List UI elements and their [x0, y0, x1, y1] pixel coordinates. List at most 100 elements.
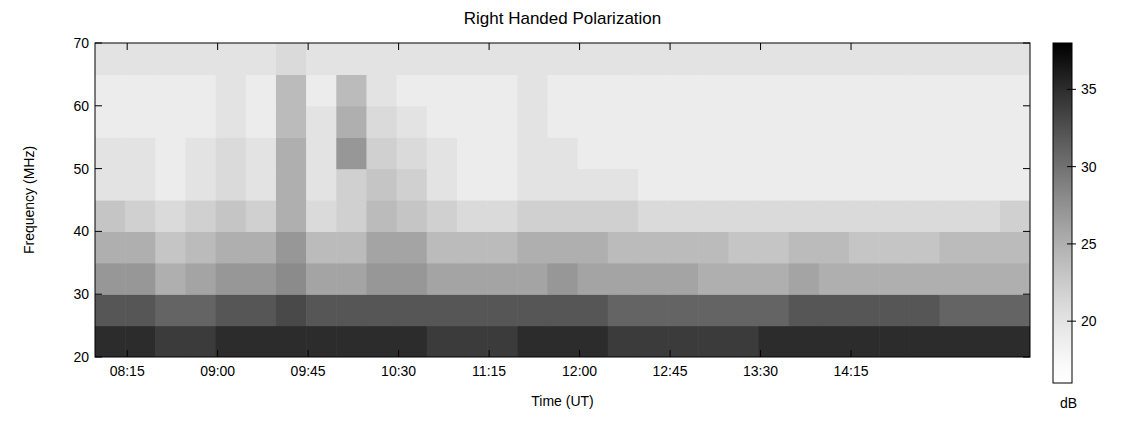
cell	[216, 74, 247, 106]
cell	[366, 74, 397, 106]
cell	[940, 231, 971, 263]
cell	[698, 231, 729, 263]
cell	[970, 294, 1001, 326]
cell	[306, 231, 337, 263]
cell	[940, 169, 971, 201]
cell	[517, 326, 548, 357]
cell	[125, 294, 156, 326]
cell	[427, 106, 458, 138]
cell	[819, 326, 850, 357]
cell	[517, 263, 548, 295]
cell	[185, 106, 216, 138]
cell	[849, 106, 880, 138]
cell	[216, 231, 247, 263]
cell	[608, 169, 639, 201]
cell	[517, 106, 548, 138]
x-tick	[670, 350, 671, 357]
cell	[789, 137, 820, 169]
color-bar-tick	[1067, 89, 1072, 90]
cell	[246, 231, 277, 263]
cell	[95, 137, 126, 169]
cell	[246, 106, 277, 138]
cell	[246, 294, 277, 326]
cell	[759, 326, 790, 357]
cell	[668, 326, 699, 357]
cell	[879, 231, 910, 263]
cell	[125, 43, 156, 75]
cell	[909, 106, 940, 138]
cell	[608, 263, 639, 295]
cell	[397, 137, 428, 169]
plot-frame	[95, 43, 1030, 357]
cell	[125, 326, 156, 357]
cell	[1000, 169, 1030, 201]
cell	[940, 263, 971, 295]
x-tick	[579, 43, 580, 50]
y-tick-label: 40	[73, 223, 89, 239]
cell	[155, 294, 186, 326]
cell	[276, 43, 307, 75]
cell	[155, 43, 186, 75]
cell	[125, 231, 156, 263]
cell	[789, 263, 820, 295]
cell	[366, 326, 397, 357]
x-tick	[308, 350, 309, 357]
cell	[397, 106, 428, 138]
cell	[95, 43, 126, 75]
cell	[216, 137, 247, 169]
cell	[940, 326, 971, 357]
cell	[427, 137, 458, 169]
cell	[306, 326, 337, 357]
y-tick-label: 30	[73, 286, 89, 302]
cell	[487, 231, 518, 263]
cell	[397, 326, 428, 357]
cell	[276, 294, 307, 326]
x-tick-label: 12:00	[562, 363, 597, 379]
cell	[397, 231, 428, 263]
x-tick	[398, 350, 399, 357]
cell	[306, 263, 337, 295]
x-tick	[579, 350, 580, 357]
cell	[759, 43, 790, 75]
cell	[306, 169, 337, 201]
cell	[698, 326, 729, 357]
y-tick-label: 20	[73, 349, 89, 365]
cell	[698, 294, 729, 326]
cell	[306, 106, 337, 138]
x-tick-label: 14:15	[834, 363, 869, 379]
cell	[940, 74, 971, 106]
y-tick	[95, 105, 102, 106]
cell	[397, 74, 428, 106]
cell	[246, 169, 277, 201]
color-bar-tick-label: 35	[1081, 81, 1097, 97]
cell	[819, 294, 850, 326]
color-bar-tick	[1072, 243, 1076, 244]
color-bar	[1053, 43, 1072, 383]
cell	[517, 137, 548, 169]
cell	[366, 43, 397, 75]
cell	[547, 43, 578, 75]
cell	[366, 200, 397, 232]
cell	[1000, 263, 1030, 295]
cell	[457, 106, 488, 138]
cell	[155, 263, 186, 295]
cell	[336, 169, 367, 201]
cell	[547, 106, 578, 138]
cell	[517, 294, 548, 326]
color-bar-label: dB	[1060, 395, 1077, 411]
cell	[276, 263, 307, 295]
x-tick	[217, 350, 218, 357]
cell	[608, 294, 639, 326]
x-tick	[308, 43, 309, 50]
cell	[1000, 106, 1030, 138]
cell	[638, 326, 669, 357]
cell	[940, 137, 971, 169]
cell	[336, 137, 367, 169]
color-bar-tick	[1067, 166, 1072, 167]
cell	[457, 263, 488, 295]
cell	[1000, 137, 1030, 169]
cell	[698, 263, 729, 295]
cell	[940, 294, 971, 326]
cell	[336, 231, 367, 263]
x-axis-title: Time (UT)	[531, 393, 593, 409]
